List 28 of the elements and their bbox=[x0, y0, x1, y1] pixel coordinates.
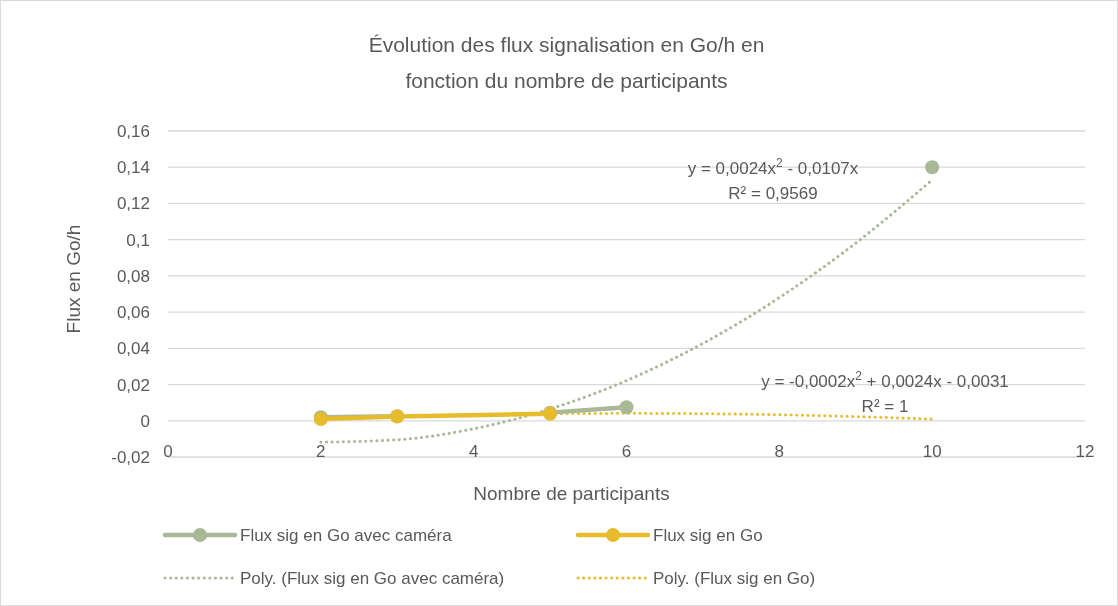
y-axis-title: Flux en Go/h bbox=[63, 224, 84, 334]
y-tick-label: 0,16 bbox=[116, 122, 150, 141]
y-tick-label: 0,04 bbox=[116, 339, 150, 359]
annotation: y = -0,0002x$^{2}$ + 0,0024x - 0,0031 R² = 1 bbox=[761, 369, 1009, 416]
x-tick-label: 2 bbox=[316, 442, 326, 461]
y-tick-label: 0,06 bbox=[116, 303, 150, 323]
y-tick-label: -0,02 bbox=[111, 448, 150, 467]
legend-label: Flux sig en Go avec caméra bbox=[240, 526, 453, 545]
x-tick-label: 4 bbox=[468, 442, 479, 461]
legend-label: Poly. (Flux sig en Go avec caméra) bbox=[240, 569, 505, 588]
x-axis-title: Nombre de participants bbox=[473, 483, 670, 504]
chart-title: Évolution des flux signalisation en Go/h en fonction du nombre de participants bbox=[368, 33, 765, 92]
y-tick-label: 0,12 bbox=[116, 194, 150, 214]
x-tick-label: 6 bbox=[621, 442, 632, 461]
y-tick-label: 0,08 bbox=[116, 266, 150, 286]
legend-label: Poly. (Flux sig en Go) bbox=[653, 569, 816, 588]
y-tick-label: 0,02 bbox=[116, 375, 150, 395]
point bbox=[925, 160, 940, 175]
legend-label: Flux sig en Go bbox=[653, 526, 763, 545]
x-tick-label: 0 bbox=[163, 442, 173, 461]
point bbox=[619, 400, 634, 415]
x-tick-label: 12 bbox=[1075, 442, 1095, 461]
x-tick-label: 10 bbox=[922, 442, 942, 461]
annotation: y = 0,0024x$^{2}$ - 0,0107x R² = 0,9569 bbox=[687, 156, 859, 203]
y-tick-label: 0,14 bbox=[116, 158, 150, 178]
x-tick-label: 8 bbox=[774, 442, 785, 461]
y-tick-label: 0,1 bbox=[126, 230, 150, 250]
y-tick-label: 0 bbox=[140, 411, 150, 431]
